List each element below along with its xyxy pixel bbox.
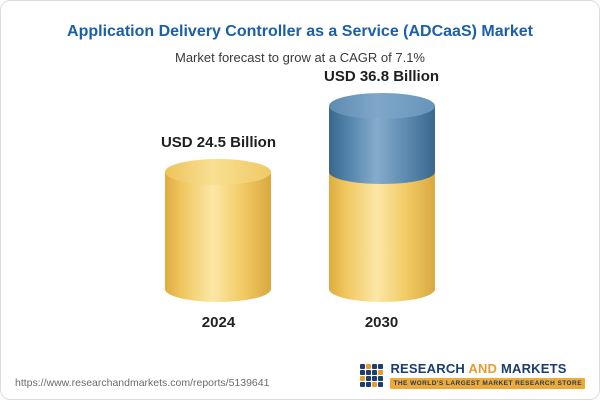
cylinder-2030-base-segment bbox=[328, 172, 435, 302]
footer: https://www.researchandmarkets.com/repor… bbox=[1, 361, 599, 389]
logo-word-research: RESEARCH bbox=[390, 361, 466, 376]
research-and-markets-logo[interactable]: RESEARCH AND MARKETS THE WORLD'S LARGEST… bbox=[360, 361, 585, 389]
chart-subtitle: Market forecast to grow at a CAGR of 7.1… bbox=[175, 50, 425, 65]
cylinder-bar-2024 bbox=[165, 159, 272, 302]
cylinder-2024-gold-segment bbox=[165, 159, 272, 302]
value-label-2024: USD 24.5 Billion bbox=[160, 134, 276, 151]
logo-wordmark: RESEARCH AND MARKETS bbox=[390, 361, 566, 376]
logo-word-and: AND bbox=[468, 361, 498, 376]
chart-title: Application Delivery Controller as a Ser… bbox=[67, 23, 533, 40]
logo-mark-icon bbox=[360, 363, 384, 387]
bar-group-2030: USD 36.8 Billion 2030 bbox=[324, 68, 439, 331]
bar-group-2024: USD 24.5 Billion 2024 bbox=[161, 134, 276, 331]
logo-text: RESEARCH AND MARKETS THE WORLD'S LARGEST… bbox=[390, 361, 585, 389]
chart-area: USD 24.5 Billion 2024 USD 36.8 Billion 2… bbox=[1, 65, 599, 331]
report-url-link[interactable]: https://www.researchandmarkets.com/repor… bbox=[15, 377, 270, 389]
cylinder-bar-2030 bbox=[328, 93, 435, 302]
cylinder-2030-growth-segment bbox=[328, 93, 435, 184]
value-label-2030: USD 36.8 Billion bbox=[324, 68, 440, 85]
category-label-2030: 2030 bbox=[364, 314, 399, 331]
category-label-2024: 2024 bbox=[201, 314, 236, 331]
logo-tagline: THE WORLD'S LARGEST MARKET RESEARCH STOR… bbox=[390, 378, 585, 389]
logo-word-markets: MARKETS bbox=[500, 361, 567, 376]
